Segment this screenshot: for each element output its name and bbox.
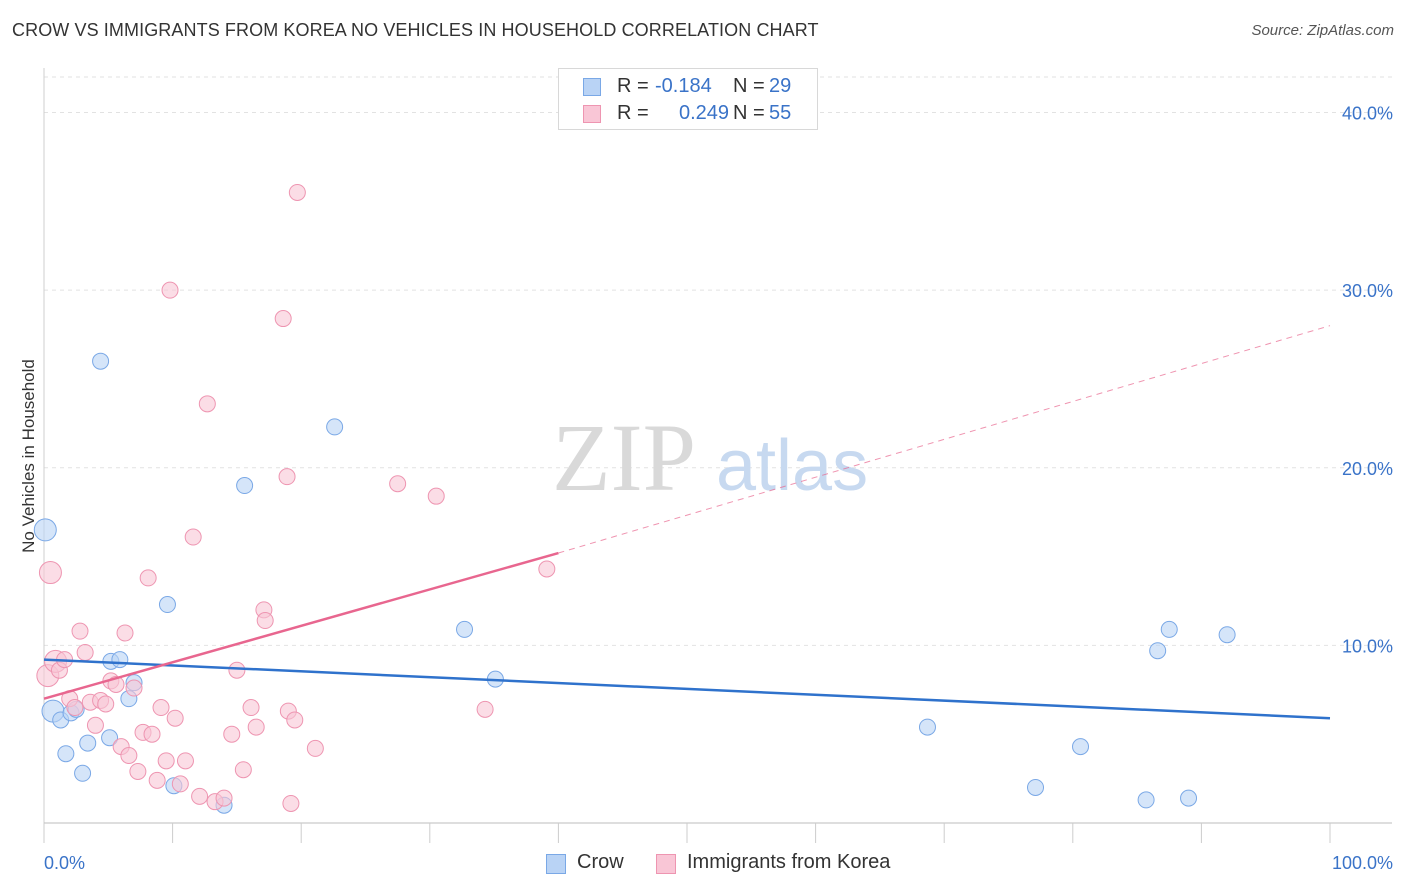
korea-point bbox=[476, 700, 494, 718]
legend-n-label: N = bbox=[733, 102, 765, 124]
bottom-legend-swatch-crow bbox=[546, 854, 566, 874]
korea-point bbox=[427, 487, 445, 505]
crow-point bbox=[92, 352, 110, 370]
korea-point bbox=[97, 695, 115, 713]
crow-trend-line bbox=[43, 658, 1331, 720]
legend-swatch-korea bbox=[583, 105, 601, 123]
x-tick-label: 0.0% bbox=[44, 853, 85, 873]
korea-point bbox=[148, 771, 166, 789]
korea-point bbox=[538, 560, 556, 578]
korea-point bbox=[125, 679, 143, 697]
legend-n-label: N = bbox=[733, 75, 765, 97]
korea-point bbox=[228, 661, 246, 679]
bottom-legend-label-crow: Crow bbox=[577, 851, 624, 873]
korea-point bbox=[223, 725, 241, 743]
korea-point bbox=[278, 468, 296, 486]
crow-point bbox=[79, 734, 97, 752]
korea-point bbox=[274, 310, 292, 328]
korea-point bbox=[161, 281, 179, 299]
legend-swatch-crow bbox=[583, 78, 601, 96]
crow-point bbox=[1149, 642, 1167, 660]
korea-point bbox=[116, 624, 134, 642]
korea-point bbox=[86, 716, 104, 734]
korea-point bbox=[256, 612, 274, 630]
korea-point bbox=[152, 699, 170, 717]
korea-point bbox=[389, 475, 407, 493]
legend-n-value-korea: 55 bbox=[769, 102, 792, 124]
watermark-zip: ZIP bbox=[552, 404, 696, 511]
correlation-legend: R = -0.184 N = 29 R = 0.249 N = 55 bbox=[558, 68, 818, 130]
gridlines bbox=[44, 76, 1392, 646]
crow-point bbox=[326, 418, 344, 436]
y-tick-label: 20.0% bbox=[1342, 459, 1393, 479]
crow-point bbox=[1072, 738, 1090, 756]
korea-point bbox=[171, 775, 189, 793]
korea-point bbox=[76, 643, 94, 661]
korea-trend-extension bbox=[558, 325, 1331, 554]
korea-point bbox=[38, 561, 62, 585]
korea-point bbox=[66, 699, 84, 717]
korea-point bbox=[286, 711, 304, 729]
crow-point bbox=[1137, 791, 1155, 809]
korea-point bbox=[288, 183, 306, 201]
korea-point bbox=[184, 528, 202, 546]
crow-point bbox=[1027, 778, 1045, 796]
crow-point bbox=[101, 729, 119, 747]
y-axis-label: No Vehicles in Household bbox=[19, 359, 38, 553]
crow-point bbox=[57, 745, 75, 763]
crow-point bbox=[1180, 789, 1198, 807]
crow-point bbox=[158, 596, 176, 614]
korea-point bbox=[143, 725, 161, 743]
crow-point bbox=[74, 764, 92, 782]
crow-point bbox=[1160, 620, 1178, 638]
korea-point bbox=[242, 699, 260, 717]
korea-point bbox=[120, 747, 138, 765]
legend-r-label: R = bbox=[617, 102, 649, 124]
crow-point bbox=[1218, 626, 1236, 644]
y-tick-label: 40.0% bbox=[1342, 104, 1393, 124]
y-tick-label: 10.0% bbox=[1342, 636, 1393, 656]
crow-point bbox=[236, 477, 254, 495]
watermark-atlas: atlas bbox=[716, 426, 868, 506]
crow-point bbox=[33, 518, 57, 542]
korea-point bbox=[198, 395, 216, 413]
data-points bbox=[33, 183, 1236, 814]
trend-lines bbox=[43, 325, 1331, 720]
bottom-legend-label-korea: Immigrants from Korea bbox=[687, 851, 891, 873]
source-label: Source: ZipAtlas.com bbox=[1251, 22, 1394, 39]
y-tick-label: 30.0% bbox=[1342, 281, 1393, 301]
axes bbox=[43, 68, 1392, 843]
korea-point bbox=[247, 718, 265, 736]
bottom-legend-swatch-korea bbox=[656, 854, 676, 874]
korea-point bbox=[176, 752, 194, 770]
korea-point bbox=[166, 709, 184, 727]
tick-labels: 10.0% 20.0% 30.0% 40.0% 0.0% 100.0% bbox=[44, 104, 1393, 873]
korea-point bbox=[139, 569, 157, 587]
crow-point bbox=[111, 651, 129, 669]
watermark: ZIP atlas bbox=[552, 404, 868, 511]
crow-point bbox=[918, 718, 936, 736]
legend-r-value-korea: 0.249 bbox=[679, 102, 730, 124]
korea-point bbox=[282, 794, 300, 812]
korea-point bbox=[191, 787, 209, 805]
x-tick-label: 100.0% bbox=[1332, 853, 1393, 873]
legend-n-value-crow: 29 bbox=[769, 75, 792, 97]
korea-point bbox=[71, 622, 89, 640]
legend-r-label: R = bbox=[617, 75, 649, 97]
korea-point bbox=[157, 752, 175, 770]
korea-point bbox=[129, 762, 147, 780]
korea-trend-line bbox=[43, 551, 559, 700]
legend-r-value-crow: -0.184 bbox=[655, 75, 712, 97]
korea-point bbox=[234, 761, 252, 779]
korea-point bbox=[215, 789, 233, 807]
crow-point bbox=[456, 620, 474, 638]
chart-title: CROW VS IMMIGRANTS FROM KOREA NO VEHICLE… bbox=[12, 20, 819, 40]
korea-point bbox=[306, 739, 324, 757]
